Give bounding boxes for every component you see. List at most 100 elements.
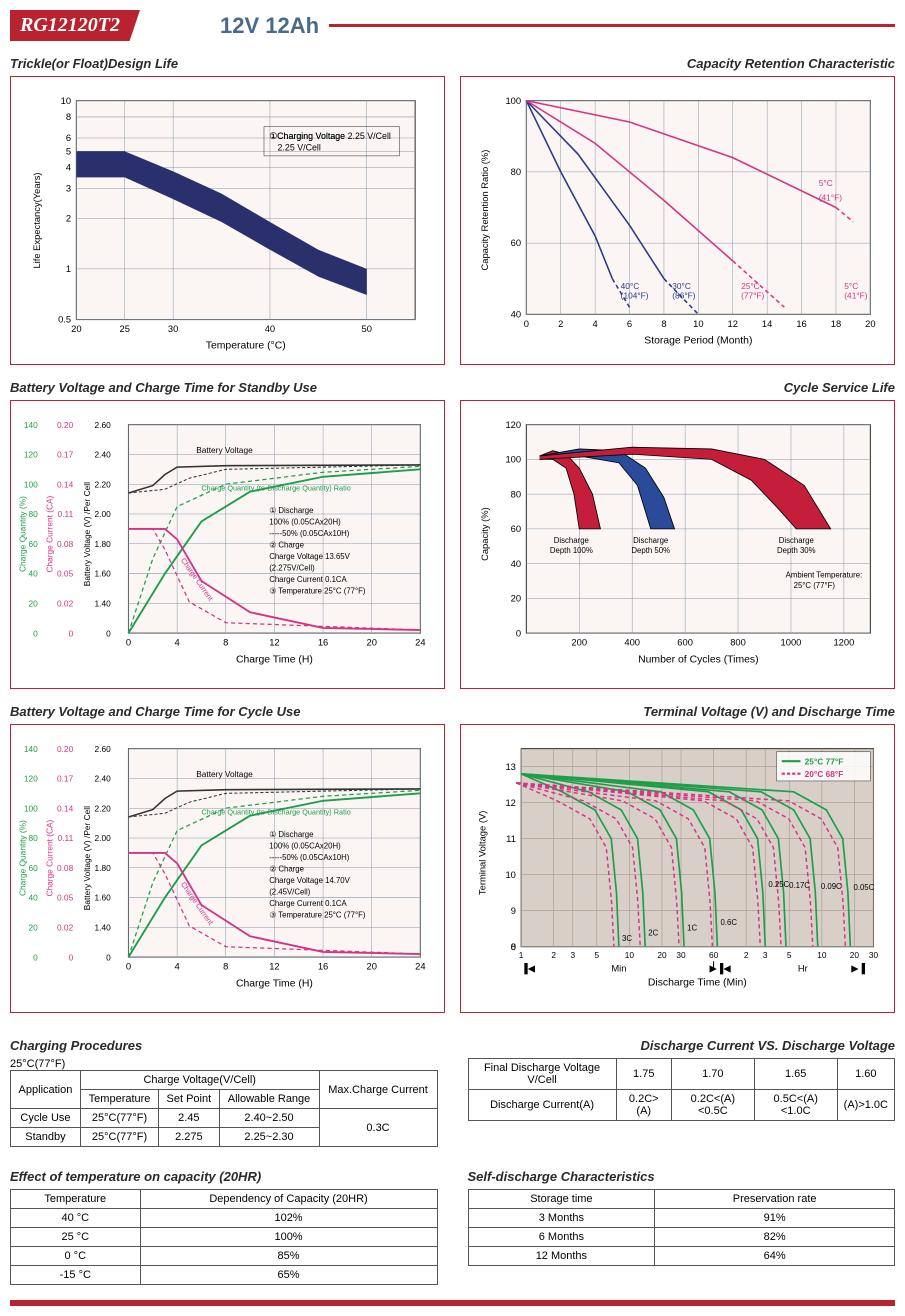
svg-text:0: 0 [69,628,74,638]
svg-text:40: 40 [29,569,39,579]
chart6-title: Terminal Voltage (V) and Discharge Time [460,704,895,719]
svg-text:0.05: 0.05 [57,569,74,579]
svg-text:11: 11 [506,834,516,844]
svg-text:25°C 77°F: 25°C 77°F [805,756,844,766]
svg-text:Hr: Hr [798,964,808,974]
svg-text:0.05: 0.05 [57,893,74,903]
svg-text:Storage Period (Month): Storage Period (Month) [644,336,752,347]
svg-text:Charge Current 0.1CA: Charge Current 0.1CA [269,899,347,908]
svg-text:Depth 50%: Depth 50% [631,546,670,555]
svg-text:1: 1 [519,950,524,960]
chart3-title: Battery Voltage and Charge Time for Stan… [10,380,445,395]
svg-text:Temperature (°C): Temperature (°C) [206,341,286,352]
svg-text:2.25 V/Cell: 2.25 V/Cell [278,143,321,153]
svg-text:0: 0 [106,628,111,638]
svg-text:1.60: 1.60 [95,569,112,579]
svg-text:2: 2 [744,950,749,960]
svg-text:0: 0 [511,942,516,952]
svg-text:2.00: 2.00 [95,833,112,843]
temp-capacity-table: TemperatureDependency of Capacity (20HR)… [10,1189,438,1285]
svg-text:(86°F): (86°F) [672,291,695,301]
svg-text:25°C (77°F): 25°C (77°F) [794,581,836,590]
svg-text:400: 400 [624,638,640,648]
svg-text:2.60: 2.60 [95,744,112,754]
svg-text:-----50% (0.05CAx10H): -----50% (0.05CAx10H) [269,853,350,862]
footer-bar [10,1300,895,1306]
svg-text:100% (0.05CAx20H): 100% (0.05CAx20H) [269,842,341,851]
svg-text:20: 20 [29,599,39,609]
svg-text:② Charge: ② Charge [269,541,304,550]
table-row: 40 °C102% [11,1209,438,1228]
svg-text:20: 20 [29,923,39,933]
svg-text:0.14: 0.14 [57,479,74,489]
svg-text:4: 4 [593,319,598,329]
svg-text:(41°F): (41°F) [819,192,842,202]
svg-text:(77°F): (77°F) [741,291,764,301]
svg-text:Number of Cycles (Times): Number of Cycles (Times) [638,654,758,665]
chart5-svg: 04812162024000200.021.40400.051.60600.08… [19,733,436,1004]
svg-text:Charge Quantity (%): Charge Quantity (%) [19,820,27,896]
svg-text:4: 4 [175,638,180,648]
svg-text:Battery Voltage: Battery Voltage [196,769,253,779]
svg-text:1.40: 1.40 [95,923,112,933]
svg-text:24: 24 [415,638,425,648]
table-row: 12 Months64% [468,1247,895,1266]
svg-text:40: 40 [511,559,521,569]
svg-text:8: 8 [223,638,228,648]
svg-text:5: 5 [66,146,71,156]
svg-text:2C: 2C [648,929,658,938]
svg-text:(2.275V/Cell): (2.275V/Cell) [269,564,315,573]
svg-text:0.17: 0.17 [57,774,74,784]
svg-text:Discharge Time (Min): Discharge Time (Min) [648,977,747,988]
svg-text:2: 2 [66,213,71,223]
svg-text:100: 100 [24,803,38,813]
model-badge: RG12120T2 [10,10,140,41]
svg-text:10: 10 [817,950,827,960]
svg-text:0.20: 0.20 [57,744,74,754]
svg-text:16: 16 [318,638,328,648]
svg-text:2: 2 [551,950,556,960]
svg-text:20: 20 [850,950,860,960]
svg-text:Charge Time (H): Charge Time (H) [236,654,313,665]
spec-title: 12V 12Ah [220,13,319,39]
svg-text:▶▐: ▶▐ [851,963,865,975]
svg-text:50: 50 [362,324,372,334]
svg-text:30: 30 [168,324,178,334]
chart4-title: Cycle Service Life [460,380,895,395]
svg-text:Charge Quantity (%): Charge Quantity (%) [19,496,27,572]
svg-text:0.02: 0.02 [57,923,74,933]
svg-text:12: 12 [269,962,279,972]
svg-text:2.40: 2.40 [95,774,112,784]
svg-text:18: 18 [831,319,841,329]
svg-text:120: 120 [24,774,38,784]
svg-text:3: 3 [66,184,71,194]
svg-text:1200: 1200 [833,638,854,648]
chart2-title: Capacity Retention Characteristic [460,56,895,71]
table-row: 3 Months91% [468,1209,895,1228]
svg-text:Discharge: Discharge [633,536,668,545]
header-rule [329,24,895,27]
chart1-title: Trickle(or Float)Design Life [10,56,445,71]
svg-text:80: 80 [29,509,39,519]
svg-text:2.20: 2.20 [95,803,112,813]
svg-text:0.08: 0.08 [57,539,74,549]
svg-text:1.80: 1.80 [95,863,112,873]
svg-text:(2.45V/Cell): (2.45V/Cell) [269,888,311,897]
svg-text:60: 60 [29,863,39,873]
svg-text:0: 0 [33,952,38,962]
svg-text:140: 140 [24,744,38,754]
svg-text:12: 12 [269,638,279,648]
svg-text:1.80: 1.80 [95,539,112,549]
charging-procedures-table: Application Charge Voltage(V/Cell) Max.C… [10,1070,438,1147]
table2-title: Discharge Current VS. Discharge Voltage [468,1038,896,1053]
svg-text:1.40: 1.40 [95,599,112,609]
svg-text:▶▐◀: ▶▐◀ [710,963,731,975]
svg-text:0: 0 [516,628,521,638]
svg-text:100: 100 [505,96,521,106]
svg-text:Depth 100%: Depth 100% [550,546,593,555]
svg-text:Terminal Voltage (V): Terminal Voltage (V) [478,811,488,895]
table-row: -15 °C65% [11,1266,438,1285]
svg-text:0.17: 0.17 [57,450,74,460]
svg-text:0.02: 0.02 [57,599,74,609]
svg-text:16: 16 [796,319,806,329]
